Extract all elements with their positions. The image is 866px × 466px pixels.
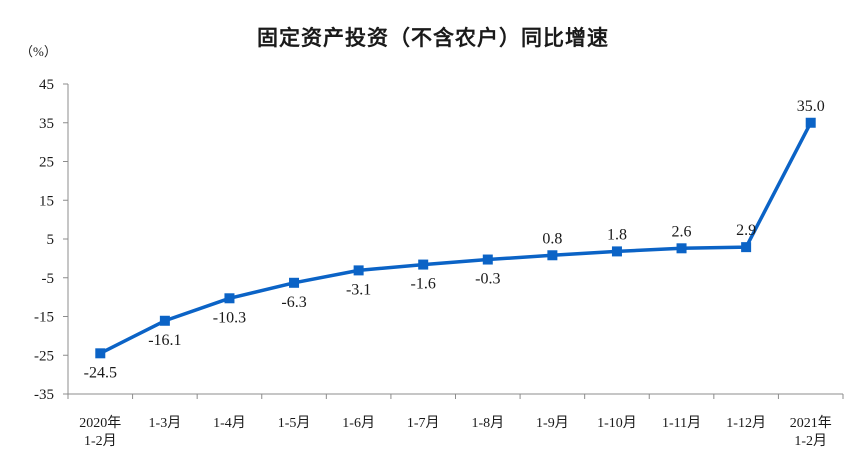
y-tick-label: 45 bbox=[39, 77, 54, 93]
data-point-marker bbox=[676, 243, 687, 254]
y-tick-label: 25 bbox=[39, 155, 54, 171]
data-label: 0.8 bbox=[542, 230, 562, 247]
data-label: -1.6 bbox=[411, 276, 436, 293]
y-tick-label: 35 bbox=[39, 116, 54, 132]
data-point-marker bbox=[741, 242, 752, 253]
x-tick-label: 1-9月 bbox=[536, 415, 569, 431]
x-tick-label: 1-8月 bbox=[471, 415, 504, 431]
x-tick-label: 2020年 bbox=[79, 415, 121, 431]
y-tick-label: 15 bbox=[39, 193, 54, 209]
x-tick-label: 1-7月 bbox=[407, 415, 440, 431]
x-tick-label: 2021年 bbox=[790, 415, 832, 431]
data-point-marker bbox=[289, 277, 300, 288]
data-point-marker bbox=[805, 117, 816, 128]
data-label: -10.3 bbox=[213, 309, 246, 326]
x-tick-label: 1-10月 bbox=[597, 415, 637, 431]
x-tick-label: 1-4月 bbox=[213, 415, 246, 431]
x-tick-label: 1-6月 bbox=[342, 415, 375, 431]
x-tick-label: 1-2月 bbox=[794, 433, 827, 449]
data-label: -6.3 bbox=[281, 294, 306, 311]
chart-title: 固定资产投资（不含农户）同比增速 bbox=[257, 26, 609, 50]
data-point-marker bbox=[95, 348, 106, 359]
y-tick-label: 5 bbox=[47, 232, 55, 248]
data-label: 1.8 bbox=[607, 226, 627, 243]
data-label: -3.1 bbox=[346, 281, 371, 298]
data-point-marker bbox=[353, 265, 364, 276]
data-point-marker bbox=[611, 246, 622, 257]
data-point-marker bbox=[547, 250, 558, 261]
data-label: -16.1 bbox=[148, 332, 181, 349]
y-tick-label: -5 bbox=[42, 271, 55, 287]
data-label: 2.9 bbox=[736, 222, 756, 239]
y-tick-label: -15 bbox=[34, 310, 54, 326]
data-point-marker bbox=[159, 315, 170, 326]
x-tick-label: 1-5月 bbox=[278, 415, 311, 431]
y-tick-label: -35 bbox=[34, 387, 54, 403]
data-label: -24.5 bbox=[84, 364, 117, 381]
series-line bbox=[99, 121, 813, 355]
x-tick-label: 1-2月 bbox=[84, 433, 117, 449]
data-point-marker bbox=[418, 259, 429, 270]
data-point-marker bbox=[224, 293, 235, 304]
data-label: 35.0 bbox=[797, 98, 825, 115]
x-tick-label: 1-11月 bbox=[662, 415, 701, 431]
y-tick-label: -25 bbox=[34, 348, 54, 364]
data-label: -0.3 bbox=[475, 271, 500, 288]
y-axis-unit-label: （%） bbox=[20, 44, 57, 59]
x-tick-label: 1-12月 bbox=[726, 415, 766, 431]
data-point-marker bbox=[482, 254, 493, 265]
data-label: 2.6 bbox=[672, 223, 692, 240]
x-tick-label: 1-3月 bbox=[149, 415, 182, 431]
